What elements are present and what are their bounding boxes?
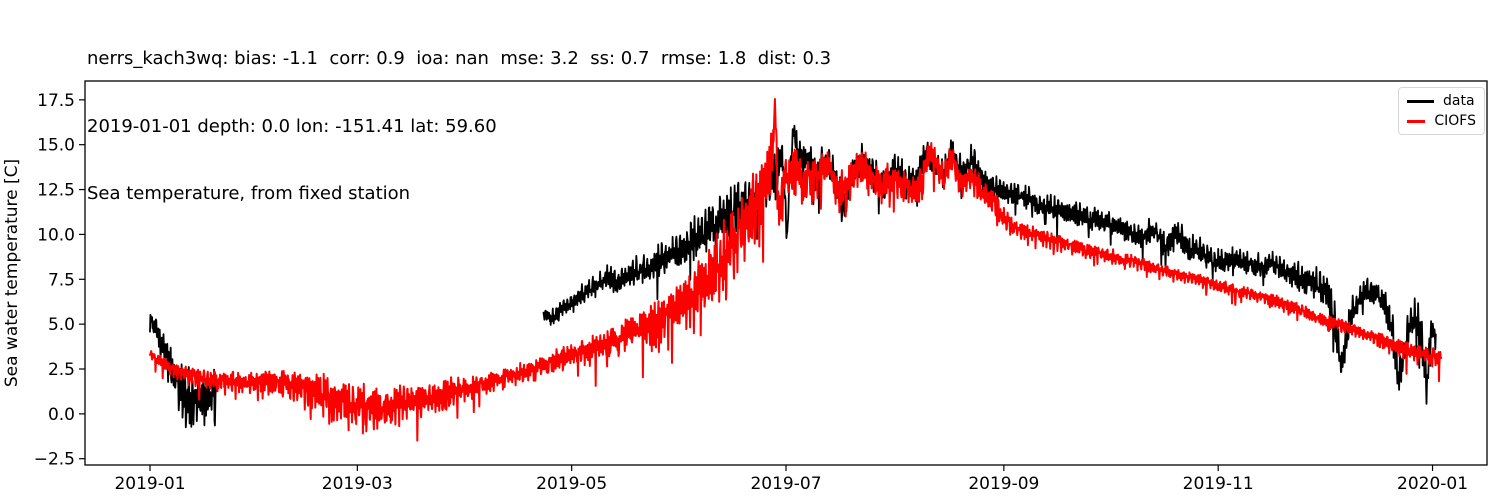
legend-line-sample-ciofs xyxy=(1407,119,1426,123)
y-axis-label: Sea water temperature [C] xyxy=(2,159,22,387)
y-tick-label: 5.0 xyxy=(48,315,75,335)
legend-line-sample-data xyxy=(1407,99,1434,103)
x-tick-label: 2020-01 xyxy=(1397,474,1468,494)
legend-label-ciofs: CIOFS xyxy=(1434,113,1476,129)
data-series-line xyxy=(149,313,217,429)
y-tick-label: 17.5 xyxy=(37,91,75,111)
x-tick-label: 2019-03 xyxy=(322,474,393,494)
y-tick-label: 0.0 xyxy=(48,405,75,425)
x-tick-label: 2019-09 xyxy=(968,474,1039,494)
title-block: nerrs_kach3wq: bias: -1.1 corr: 0.9 ioa:… xyxy=(87,3,831,251)
ciofs-series-line xyxy=(149,98,1443,442)
legend: data CIOFS xyxy=(1398,87,1485,135)
x-tick-label: 2019-11 xyxy=(1183,474,1254,494)
data-series-line xyxy=(542,124,1437,405)
x-tick-label: 2019-01 xyxy=(114,474,185,494)
y-tick-label: −2.5 xyxy=(34,450,75,470)
x-tick-label: 2019-07 xyxy=(750,474,821,494)
title-metrics-line: nerrs_kach3wq: bias: -1.1 corr: 0.9 ioa:… xyxy=(87,48,832,69)
y-tick-label: 2.5 xyxy=(48,360,75,380)
y-tick-label: 12.5 xyxy=(37,181,75,201)
axes-layer: 2019-01 2019-03 2019-05 2019-07 2019-09 2019-… xyxy=(34,80,1488,494)
title-variable-line: Sea temperature, from fixed station xyxy=(87,183,411,204)
legend-label-data: data xyxy=(1443,93,1475,109)
legend-item-data: data xyxy=(1407,94,1476,108)
title-station-line: 2019-01-01 depth: 0.0 lon: -151.41 lat: … xyxy=(87,115,497,137)
y-tick-label: 10.0 xyxy=(37,225,75,245)
legend-item-ciofs: CIOFS xyxy=(1407,114,1476,128)
y-tick-label: 7.5 xyxy=(48,270,75,290)
series-layer xyxy=(149,98,1443,442)
y-tick-label: 15.0 xyxy=(37,136,75,156)
x-tick-label: 2019-05 xyxy=(536,474,607,494)
plot-border xyxy=(84,80,1488,466)
